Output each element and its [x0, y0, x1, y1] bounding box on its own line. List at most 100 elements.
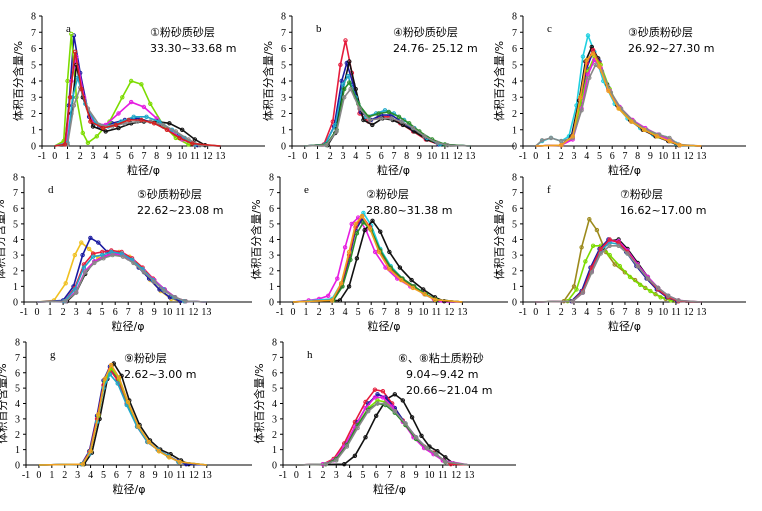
x-tick-label: 3 [330, 307, 335, 318]
data-point [597, 64, 602, 69]
y-tick-label: 7 [272, 353, 277, 364]
y-tick-label: 0 [281, 142, 286, 153]
data-point [399, 119, 404, 124]
y-tick-label: 1 [13, 282, 18, 293]
data-point [172, 295, 178, 300]
x-tick-label: -1 [288, 151, 296, 162]
x-tick-label: 6 [379, 151, 384, 162]
data-point [177, 459, 182, 465]
data-point [156, 449, 162, 454]
y-tick-label: 6 [512, 204, 517, 215]
y-axis-label: 体积百分含量/% [0, 199, 7, 279]
data-point [81, 265, 87, 270]
x-tick-label: 6 [610, 151, 615, 162]
data-point [126, 117, 131, 123]
y-tick-label: 6 [31, 44, 36, 55]
data-point [584, 57, 589, 63]
x-tick-label: 4 [584, 307, 589, 318]
sample-annotation-line: 33.30~33.68 m [150, 42, 236, 55]
x-tick-label: 2 [328, 151, 333, 162]
y-tick-label: 4 [15, 399, 20, 410]
data-point [375, 392, 380, 397]
data-point [110, 252, 115, 258]
y-tick-label: 3 [31, 93, 36, 104]
data-point [376, 249, 382, 255]
data-point [397, 265, 403, 270]
data-point [144, 114, 149, 120]
data-point [348, 257, 353, 262]
data-point [570, 299, 575, 304]
series-line [535, 245, 702, 303]
x-tick-label: 2 [320, 470, 325, 481]
data-point [115, 381, 120, 386]
x-tick-label: 8 [140, 470, 145, 481]
y-tick-label: 0 [15, 461, 20, 472]
data-point [362, 227, 367, 233]
data-point [148, 101, 153, 107]
data-point [410, 285, 416, 291]
data-point [72, 49, 78, 54]
y-tick-label: 8 [281, 12, 286, 23]
sample-annotation-line: ③砂质粉砂层 [628, 26, 693, 39]
data-point [348, 86, 353, 92]
data-point [598, 246, 603, 252]
x-tick-label: -1 [38, 151, 46, 162]
data-point [643, 285, 648, 291]
x-tick-label: 12 [453, 151, 463, 162]
y-tick-label: 2 [272, 430, 277, 441]
data-point [167, 455, 172, 460]
panel-letter: g [50, 349, 56, 361]
data-point [353, 221, 358, 227]
panel-letter: h [307, 349, 313, 361]
x-axis-label: 粒径/φ [368, 319, 401, 333]
x-tick-label: 1 [48, 307, 53, 318]
x-tick-label: 8 [154, 151, 159, 162]
x-tick-label: 9 [648, 151, 653, 162]
data-point [641, 127, 647, 133]
series-line [36, 251, 207, 303]
x-tick-label: 1 [65, 151, 70, 162]
data-point [131, 260, 136, 266]
x-tick-label: 10 [658, 151, 668, 162]
data-point [67, 95, 73, 100]
x-tick-label: 5 [597, 151, 602, 162]
data-point [324, 143, 329, 148]
y-tick-label: 1 [15, 445, 20, 456]
x-tick-label: 3 [571, 151, 576, 162]
x-tick-label: 7 [622, 307, 627, 318]
x-tick-label: 12 [444, 307, 454, 318]
series-line [535, 45, 702, 147]
data-point [339, 281, 344, 286]
data-point [88, 119, 93, 124]
series-line [292, 216, 463, 303]
series-line [36, 236, 207, 303]
data-point [370, 122, 375, 128]
sample-annotation-line: 20.66~21.04 m [406, 384, 492, 397]
data-point [559, 138, 564, 144]
sample-annotation-line: 24.76- 25.12 m [393, 42, 478, 55]
series-line [296, 393, 470, 466]
x-tick-label: 2 [559, 151, 564, 162]
x-tick-label: 1 [546, 307, 551, 318]
data-point [63, 281, 68, 286]
data-point [380, 389, 386, 394]
data-point [80, 462, 86, 467]
data-point [413, 435, 419, 440]
y-tick-label: 5 [512, 60, 517, 71]
data-point [376, 111, 381, 116]
series-line [535, 245, 702, 303]
x-tick-label: 10 [424, 470, 434, 481]
y-tick-label: 1 [272, 445, 277, 456]
x-tick-label: 7 [127, 470, 132, 481]
x-axis-label: 粒径/φ [608, 319, 641, 333]
data-point [419, 433, 424, 438]
panel-letter: a [66, 23, 71, 35]
x-tick-label: 6 [113, 307, 118, 318]
data-point [346, 284, 352, 289]
data-point [607, 252, 612, 258]
data-point [96, 240, 101, 245]
x-tick-label: 8 [635, 151, 640, 162]
y-tick-label: 5 [269, 219, 274, 230]
data-point [353, 86, 358, 92]
